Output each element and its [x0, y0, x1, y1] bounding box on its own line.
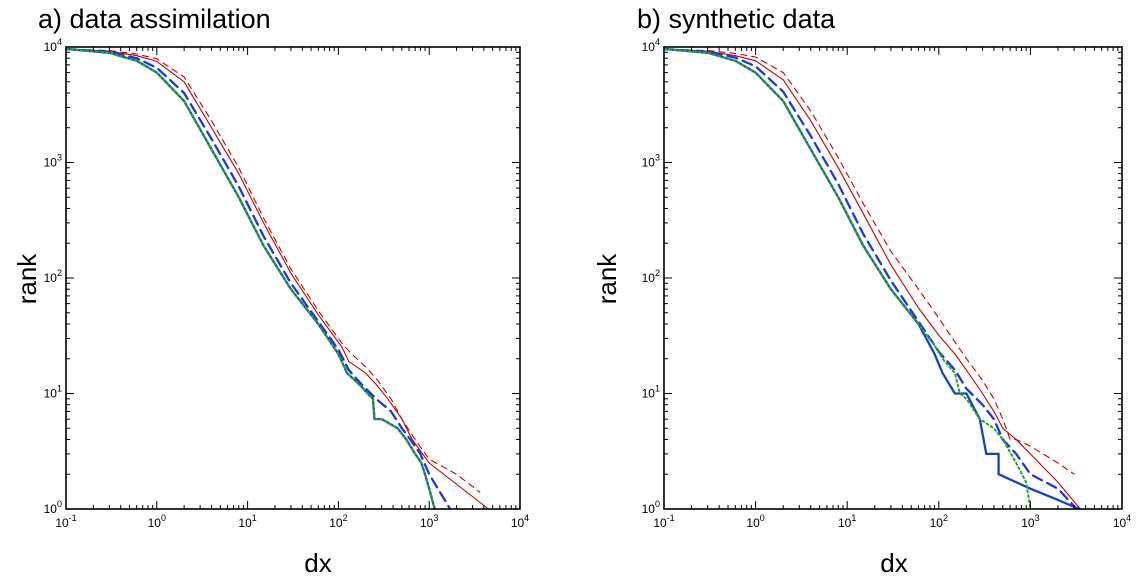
panel-a-plot-frame: [65, 46, 521, 510]
panel-a-x-tick-label: 104: [511, 513, 529, 530]
panel-a-x-tick-label: 102: [329, 513, 347, 530]
panel-a-x-tick-label: 101: [238, 513, 256, 530]
panel-b-series-group: [664, 47, 1081, 509]
panel-a-series-group: [66, 47, 490, 509]
panel-a-series-1-line: [66, 48, 490, 509]
panel-a-x-axis-label: dx: [304, 548, 331, 578]
panel-a-x-tick-label: 100: [148, 513, 166, 530]
panel-a-y-tick-label: 101: [44, 384, 62, 401]
panel-b-y-tick-label: 103: [642, 153, 660, 170]
panel-a-y-tick-label: 103: [44, 153, 62, 170]
panel-b-plot-frame: [663, 46, 1123, 510]
panel-b-x-tick-label: 10-1: [653, 513, 674, 530]
panel-b-x-tick-label: 100: [746, 513, 764, 530]
panel-b-title: b) synthetic data: [637, 4, 836, 34]
panel-a-y-tick-label: 100: [44, 499, 62, 516]
panel-b-y-tick-label: 101: [642, 384, 660, 401]
panel-a-y-tick-label: 104: [44, 37, 62, 54]
panel-b-y-tick-label: 102: [642, 268, 660, 285]
panel-a-title: a) data assimilation: [38, 4, 271, 34]
panel-a-x-tick-label: 10-1: [55, 513, 76, 530]
panel-b-series-1-line: [664, 48, 1081, 509]
panel-b-x-tick-label: 104: [1113, 513, 1131, 530]
panel-a-y-axis-label: rank: [12, 253, 42, 305]
panel-a-series-5-line: [66, 48, 436, 509]
panel-a-x-tick-label: 103: [420, 513, 438, 530]
panel-a: a) data assimilation dx rank 10-1 100 101 1…: [12, 4, 529, 578]
panel-a-series-4-line: [66, 47, 436, 509]
panel-b-x-tick-label: 102: [930, 513, 948, 530]
panel-b-series-3-line: [664, 47, 1078, 509]
panel-a-series-3-line: [66, 47, 452, 509]
panel-a-series-2-line: [66, 48, 481, 493]
panel-b-x-tick-label: 103: [1021, 513, 1039, 530]
panel-b-series-5-line: [664, 48, 1032, 509]
panel-b-series-2-line: [664, 48, 1075, 475]
panel-a-y-tick-label: 102: [44, 268, 62, 285]
panel-b-y-tick-label: 100: [642, 499, 660, 516]
panel-b-y-tick-label: 104: [642, 37, 660, 54]
panel-b-y-axis-label: rank: [592, 253, 622, 305]
panel-b: b) synthetic data dx rank 10-1 100 101 102 1…: [592, 4, 1131, 578]
panel-b-x-tick-label: 101: [838, 513, 856, 530]
panel-b-x-axis-label: dx: [880, 548, 907, 578]
